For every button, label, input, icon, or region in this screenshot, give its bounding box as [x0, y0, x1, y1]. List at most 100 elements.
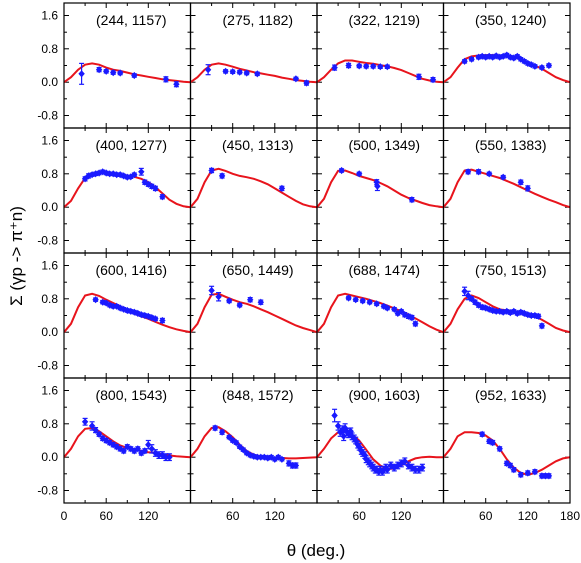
panel-label: (750, 1513) [475, 262, 547, 278]
data-marker [545, 61, 553, 70]
y-tick-label: -0.8 [37, 484, 58, 498]
y-tick-label: -0.8 [37, 109, 58, 123]
data-point [408, 314, 416, 322]
panel-label: (450, 1313) [222, 137, 294, 153]
data-point [292, 75, 300, 83]
data-point [211, 424, 219, 432]
data-marker [138, 168, 145, 176]
data-marker [340, 432, 347, 440]
data-marker [120, 172, 127, 180]
data-point [356, 170, 363, 178]
data-marker [486, 170, 493, 178]
data-marker [250, 452, 257, 460]
panel: (688, 1474) [316, 252, 445, 379]
data-marker [461, 57, 468, 65]
data-marker [113, 302, 120, 310]
data-marker [159, 451, 166, 459]
data-point [124, 443, 131, 451]
data-marker [373, 300, 380, 308]
data-point [524, 184, 531, 192]
data-point [113, 302, 120, 310]
data-marker [99, 298, 106, 306]
data-marker [92, 426, 99, 434]
data-marker [81, 418, 89, 426]
data-point [531, 62, 539, 70]
y-tick-label: -0.8 [37, 359, 58, 373]
data-marker [88, 422, 96, 430]
data-point [352, 296, 359, 304]
model-curve [317, 292, 444, 334]
panel: (848, 1572) [189, 377, 318, 504]
data-marker [162, 75, 170, 83]
data-point [103, 67, 110, 75]
data-marker [162, 453, 170, 461]
panel: (650, 1449) [189, 252, 318, 379]
x-tick-label: 120 [265, 509, 285, 523]
data-marker [95, 66, 103, 74]
data-point [110, 69, 117, 77]
data-marker [531, 62, 539, 70]
y-tick-label: 0.8 [41, 292, 58, 306]
data-marker [345, 61, 352, 70]
data-marker [531, 468, 539, 476]
data-point [152, 184, 159, 192]
panel-label: (600, 1416) [95, 262, 167, 278]
data-point [415, 73, 423, 81]
data-marker [538, 472, 546, 480]
data-marker [398, 307, 405, 315]
data-point [345, 61, 352, 70]
data-point [538, 322, 546, 330]
x-tick-label: 120 [138, 509, 158, 523]
data-marker [429, 76, 437, 84]
data-marker [363, 62, 370, 70]
data-marker [211, 424, 219, 432]
data-marker [103, 169, 110, 177]
data-point [538, 64, 546, 72]
data-point [419, 463, 426, 472]
data-marker [405, 312, 412, 320]
data-point [120, 172, 127, 180]
data-marker [359, 297, 366, 305]
y-tick-label: 1.6 [41, 384, 58, 398]
data-point [159, 193, 166, 201]
data-marker [339, 426, 346, 434]
data-point [226, 297, 233, 305]
data-marker [475, 168, 482, 176]
panel: (275, 1182) [189, 2, 318, 129]
data-point [479, 430, 486, 438]
panel-label: (500, 1349) [348, 137, 420, 153]
data-marker [415, 73, 423, 81]
data-marker [78, 70, 85, 78]
data-marker [247, 451, 254, 459]
panel: (400, 1277) [63, 127, 192, 254]
panel-label: (322, 1219) [348, 12, 420, 28]
data-point [461, 286, 468, 297]
y-tick-label: 1.6 [41, 134, 58, 148]
data-marker [384, 466, 391, 474]
model-curve [190, 167, 317, 209]
data-point [247, 296, 254, 304]
data-marker [507, 309, 514, 317]
data-marker [243, 69, 250, 77]
data-marker [366, 298, 373, 306]
data-point [218, 428, 226, 436]
data-marker [226, 297, 233, 305]
data-point [517, 471, 524, 479]
y-tick-label: 0.0 [41, 200, 58, 214]
data-marker [134, 445, 141, 453]
panel-label: (688, 1474) [348, 262, 420, 278]
data-marker [124, 443, 131, 451]
data-point [81, 417, 89, 426]
y-axis-title: Σ (γp -> π⁺n) [7, 206, 26, 306]
data-marker [152, 184, 159, 192]
panel-label: (244, 1157) [96, 12, 167, 28]
data-point [215, 292, 222, 302]
data-marker [408, 196, 416, 204]
panel: (600, 1416) [63, 252, 192, 379]
data-marker [535, 312, 542, 320]
data-point [524, 469, 531, 477]
data-marker [159, 316, 166, 325]
data-point [464, 168, 472, 176]
panel-grid: (244, 1157) (275, 1182) (322, 1219) (350, 1… [63, 2, 571, 504]
data-point [113, 443, 120, 451]
